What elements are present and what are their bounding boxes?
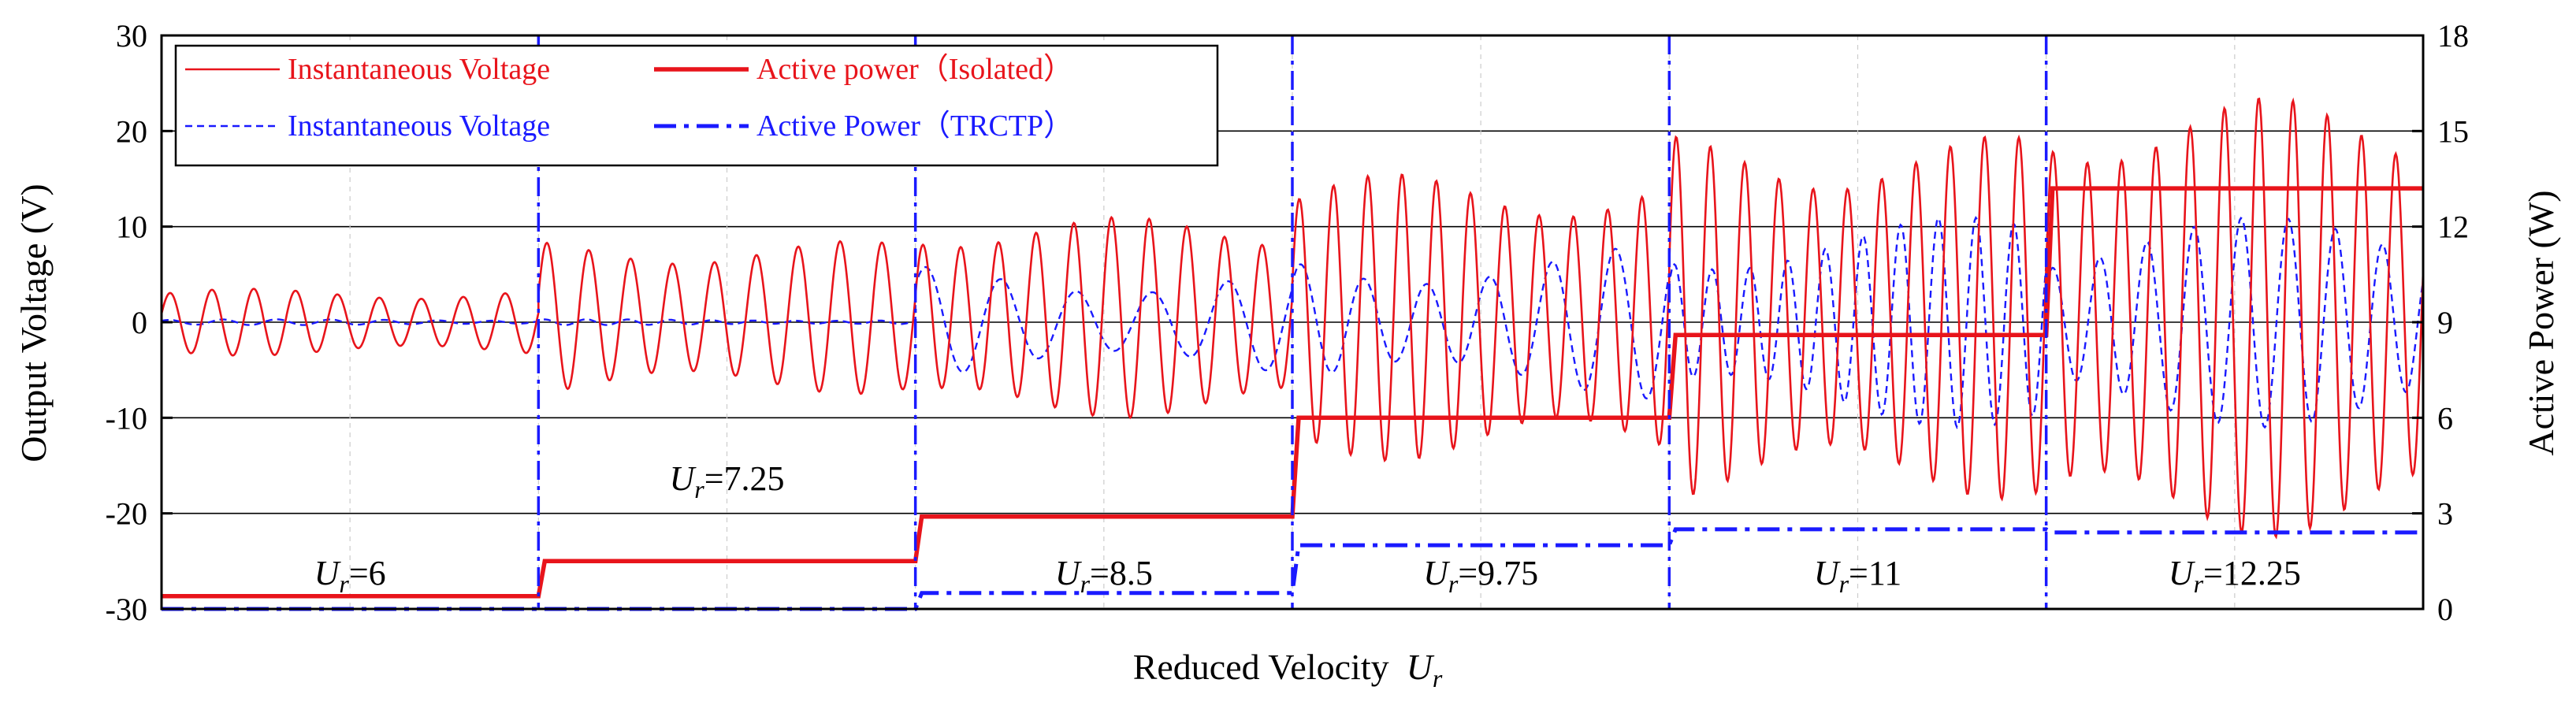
region-label-value: =11 — [1849, 554, 1901, 592]
y-right-tick-label: 15 — [2437, 113, 2469, 149]
region-label-subscript: r — [2194, 570, 2204, 598]
region-label-value: =9.75 — [1458, 554, 1538, 592]
y-right-tick-label: 6 — [2437, 400, 2453, 436]
x-axis-title-text: Reduced Velocity — [1133, 647, 1389, 687]
active-power-trctp-line — [162, 527, 2423, 611]
region-label-subscript: r — [1448, 570, 1459, 598]
legend-label: Active power（Isolated） — [756, 53, 1073, 86]
x-axis-title: Reduced Velocity Ur — [1133, 647, 1443, 692]
region-label-subscript: r — [339, 570, 349, 598]
region-label-value: =6 — [349, 554, 386, 592]
divider-layer — [537, 35, 2048, 609]
y-right-tick-label: 12 — [2437, 210, 2469, 245]
y-axis-right-title: Active Power (W) — [2521, 190, 2561, 455]
y-axis-left-title: Output Voltage (V) — [13, 184, 54, 462]
legend-label: Active Power（TRCTP） — [756, 110, 1073, 143]
frame-layer — [160, 34, 2425, 611]
region-label-symbol: U — [314, 554, 342, 592]
y-left-tick-label: 0 — [132, 305, 147, 340]
y-right-tick-label: 3 — [2437, 496, 2453, 532]
region-label: Ur=7.25 — [669, 459, 784, 503]
legend-label: Instantaneous Voltage — [288, 110, 550, 143]
region-label-value: =8.5 — [1090, 554, 1153, 592]
legend-box — [174, 44, 1219, 167]
region-label-subscript: r — [1839, 570, 1849, 598]
y-right-tick-label: 0 — [2437, 592, 2453, 627]
region-label-subscript: r — [694, 475, 704, 503]
region-label-symbol: U — [1814, 554, 1842, 592]
region-label-symbol: U — [1055, 554, 1083, 592]
region-label: Ur=8.5 — [1055, 554, 1153, 598]
y-left-tick-label: 30 — [116, 18, 147, 54]
y-left-tick-label: -10 — [106, 400, 147, 436]
region-label: Ur=11 — [1814, 554, 1901, 598]
region-label: Ur=9.75 — [1423, 554, 1538, 598]
region-label: Ur=12.25 — [2169, 554, 2301, 598]
region-label-value: =12.25 — [2203, 554, 2301, 592]
y-left-tick-label: -30 — [106, 592, 147, 627]
legend: Instantaneous Voltage Active power（Isolat… — [174, 44, 1219, 167]
region-label: Ur=6 — [314, 554, 386, 598]
x-axis-title-subscript: r — [1433, 664, 1443, 692]
y-left-tick-label: 10 — [116, 210, 147, 245]
y-right-tick-label: 9 — [2437, 305, 2453, 340]
region-label-symbol: U — [1423, 554, 1451, 592]
y-right-tick-label: 18 — [2437, 18, 2469, 54]
region-label-value: =7.25 — [704, 459, 785, 498]
label-layer: Output Voltage (V) Active Power (W) Redu… — [13, 18, 2561, 692]
y-left-tick-label: -20 — [106, 496, 147, 532]
y-left-tick-label: 20 — [116, 113, 147, 149]
region-label-symbol: U — [2169, 554, 2196, 592]
x-axis-title-symbol: U — [1407, 647, 1435, 687]
legend-label: Instantaneous Voltage — [288, 53, 550, 86]
region-label-subscript: r — [1080, 570, 1091, 598]
region-label-symbol: U — [669, 459, 697, 498]
